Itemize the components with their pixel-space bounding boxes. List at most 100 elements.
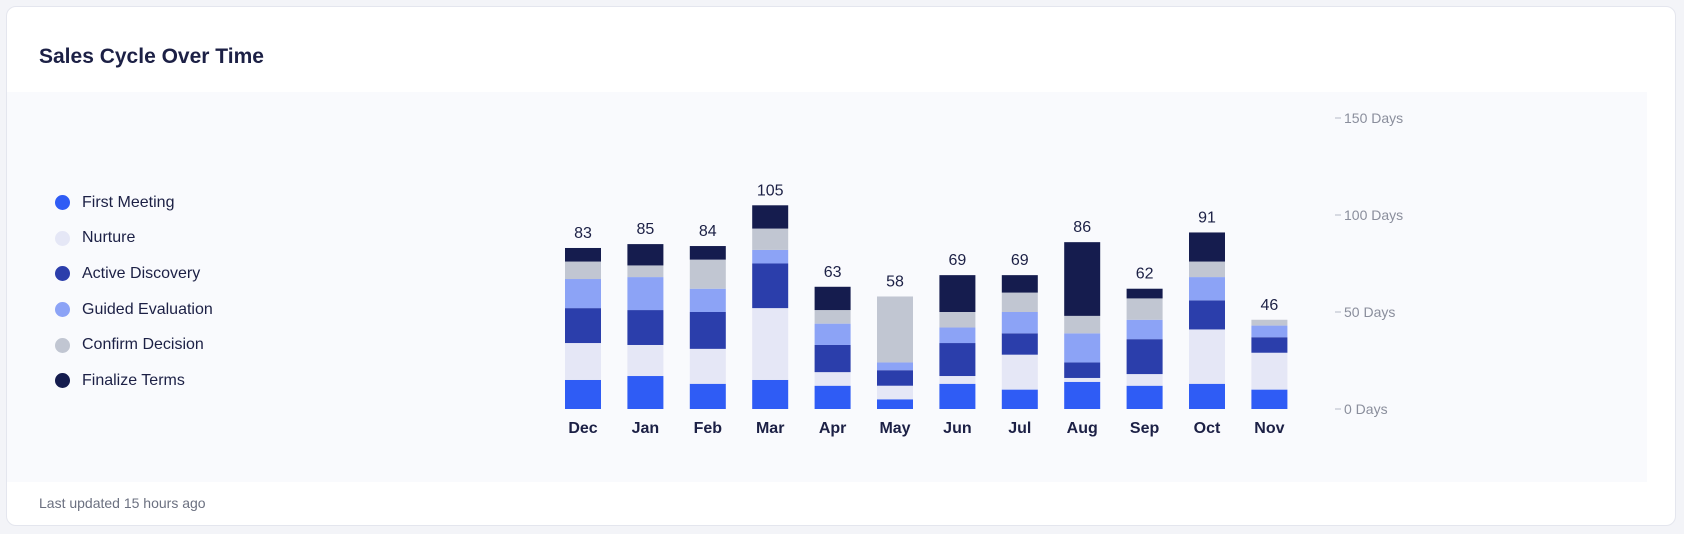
legend-label: Confirm Decision xyxy=(82,336,204,354)
legend-label: Guided Evaluation xyxy=(82,300,213,318)
bar-segment-nurture xyxy=(1189,329,1225,384)
bar-total-label: 69 xyxy=(949,252,967,269)
bar-total-label: 46 xyxy=(1261,297,1279,314)
bar-segment-confirm-decision xyxy=(1189,261,1225,278)
legend-dot-active-discovery xyxy=(55,266,70,282)
legend-item-guided-evaluation[interactable]: Guided Evaluation xyxy=(55,292,213,328)
legend-dot-guided-evaluation xyxy=(55,302,70,318)
bar-segment-active-discovery xyxy=(1126,339,1163,375)
x-axis-label: Jun xyxy=(943,420,971,437)
bar-segment-first-meeting xyxy=(752,379,789,409)
bar-segment-active-discovery xyxy=(939,343,976,377)
last-updated-text: Last updated 15 hours ago xyxy=(39,495,206,511)
legend-item-nurture[interactable]: Nurture xyxy=(55,221,213,257)
bar-total-label: 69 xyxy=(1011,252,1029,269)
bar-segment-nurture xyxy=(689,348,726,384)
x-axis-label: Dec xyxy=(568,420,597,437)
bar-segment-nurture xyxy=(565,343,601,380)
bar-segment-nurture xyxy=(627,344,664,377)
bar-total-label: 86 xyxy=(1073,219,1091,236)
legend-item-confirm-decision[interactable]: Confirm Decision xyxy=(55,327,213,363)
bar-segment-active-discovery xyxy=(752,263,789,309)
bar-segment-nurture xyxy=(1251,352,1288,390)
bar-total-label: 63 xyxy=(824,264,842,281)
legend-label: Active Discovery xyxy=(82,264,201,282)
bar-segment-nurture xyxy=(1001,354,1038,390)
bar-segment-first-meeting xyxy=(627,376,664,409)
x-axis-label: Jul xyxy=(1008,420,1031,437)
bar-segment-guided-evaluation xyxy=(689,288,726,312)
bar-segment-guided-evaluation xyxy=(939,327,976,344)
legend-dot-finalize-terms xyxy=(55,373,70,389)
bar-segment-nurture xyxy=(939,376,976,384)
stacked-bar-chart: 0 Days 50 Days 100 Days 150 Days 83 Dec 85 Jan 8… xyxy=(565,110,1403,437)
bar-segment-nurture xyxy=(814,372,851,386)
bar-segment-confirm-decision xyxy=(1126,298,1163,320)
x-axis-label: Oct xyxy=(1194,420,1221,437)
bar-segment-first-meeting xyxy=(1189,383,1225,409)
bar-segment-guided-evaluation xyxy=(752,249,789,264)
bar-segment-confirm-decision xyxy=(627,265,664,278)
bar-total-label: 85 xyxy=(637,221,655,238)
y-tick-label: 0 Days xyxy=(1344,401,1388,417)
bar-total-label: 58 xyxy=(886,273,904,290)
bar-segment-guided-evaluation xyxy=(627,277,664,311)
bar-segment-active-discovery xyxy=(1001,333,1038,355)
legend-item-active-discovery[interactable]: Active Discovery xyxy=(55,256,213,292)
x-axis-label: Jan xyxy=(632,420,660,437)
bar-segment-guided-evaluation xyxy=(1189,277,1225,301)
bar-total-label: 105 xyxy=(757,182,784,199)
bar-segment-first-meeting xyxy=(689,383,726,409)
bar-segment-finalize-terms xyxy=(939,275,976,312)
bar-segment-guided-evaluation xyxy=(1251,325,1288,338)
bar-segment-finalize-terms xyxy=(1189,232,1225,262)
bar-segment-guided-evaluation xyxy=(1064,333,1101,363)
bar-segment-active-discovery xyxy=(1251,337,1288,353)
bar-segment-confirm-decision xyxy=(1001,292,1038,312)
y-tick-label: 150 Days xyxy=(1344,110,1403,126)
bar-segment-guided-evaluation xyxy=(877,362,913,371)
bar-segment-first-meeting xyxy=(1001,389,1038,409)
bar-segment-first-meeting xyxy=(1251,389,1288,409)
bar-segment-confirm-decision xyxy=(877,296,913,363)
bar-segment-active-discovery xyxy=(627,310,664,345)
bar-segment-finalize-terms xyxy=(565,247,601,262)
bar-segment-guided-evaluation xyxy=(1001,312,1038,334)
x-axis-label: Sep xyxy=(1130,420,1160,437)
bar-segment-first-meeting xyxy=(814,385,851,409)
bar-segment-active-discovery xyxy=(814,344,851,373)
bar-segment-guided-evaluation xyxy=(565,279,601,309)
bar-segment-confirm-decision xyxy=(689,259,726,289)
bar-segment-active-discovery xyxy=(877,370,913,386)
bar-segment-nurture xyxy=(1064,377,1101,382)
bar-segment-first-meeting xyxy=(939,383,976,409)
legend-item-finalize-terms[interactable]: Finalize Terms xyxy=(55,363,213,399)
bar-segment-confirm-decision xyxy=(1251,319,1288,326)
bar-segment-nurture xyxy=(1126,374,1163,386)
legend-dot-nurture xyxy=(55,230,70,246)
legend-label: First Meeting xyxy=(82,193,175,211)
bar-segment-active-discovery xyxy=(1064,362,1101,378)
bar-segment-confirm-decision xyxy=(939,312,976,328)
bar-segment-active-discovery xyxy=(565,308,601,344)
x-axis-label: Nov xyxy=(1254,420,1284,437)
bar-segment-confirm-decision xyxy=(752,228,789,250)
bar-segment-confirm-decision xyxy=(565,261,601,280)
bar-segment-finalize-terms xyxy=(689,246,726,260)
bar-segment-confirm-decision xyxy=(1064,315,1101,334)
legend-label: Nurture xyxy=(82,229,136,247)
bar-segment-finalize-terms xyxy=(1001,275,1038,293)
y-tick-label: 100 Days xyxy=(1344,207,1403,223)
chart-legend: First Meeting Nurture Active Discovery G… xyxy=(55,185,213,399)
bar-segment-first-meeting xyxy=(565,379,601,409)
bar-segment-guided-evaluation xyxy=(814,323,851,345)
legend-item-first-meeting[interactable]: First Meeting xyxy=(55,185,213,221)
bar-total-label: 62 xyxy=(1136,266,1154,283)
bar-segment-finalize-terms xyxy=(1064,242,1101,316)
legend-dot-first-meeting xyxy=(55,195,70,211)
bar-segment-nurture xyxy=(752,308,789,380)
bar-segment-first-meeting xyxy=(877,399,913,409)
bar-segment-guided-evaluation xyxy=(1126,319,1163,340)
bar-segment-active-discovery xyxy=(689,312,726,349)
y-tick-label: 50 Days xyxy=(1344,304,1395,320)
